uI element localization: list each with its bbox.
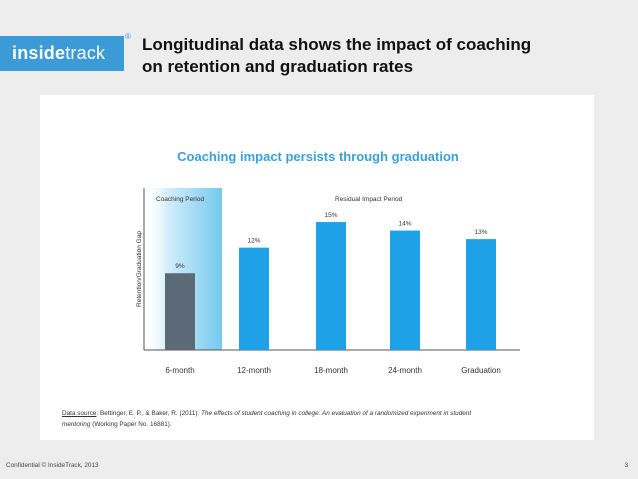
source-label: Data source <box>62 410 97 417</box>
value-label-18-month: 15% <box>324 212 337 219</box>
slide-title: Longitudinal data shows the impact of co… <box>142 34 622 78</box>
bar-6-month <box>165 273 195 350</box>
bar-12-month <box>239 247 269 350</box>
x-tick-24-month: 24-month <box>388 366 422 375</box>
value-label-12-month: 12% <box>247 238 260 245</box>
slide-title-line2: on retention and graduation rates <box>142 57 414 76</box>
bar-graduation <box>466 239 496 350</box>
chart-panel: Coaching impact persists through graduat… <box>40 95 594 440</box>
source-authors: : Bettinger, E. P., & Baker, R. (2011). <box>96 410 202 417</box>
bar-24-month <box>390 230 420 350</box>
x-tick-18-month: 18-month <box>314 366 348 375</box>
bar-18-month <box>316 222 346 350</box>
data-source-note: Data source: Bettinger, E. P., & Baker, … <box>62 408 482 430</box>
y-axis-label: Retention/Graduation Gap <box>136 231 143 307</box>
footer-confidential: Confidential © InsideTrack, 2013 <box>6 462 99 469</box>
logo-text-accent: track <box>65 43 106 63</box>
x-tick-6-month: 6-month <box>165 366 194 375</box>
source-title: The effects of student coaching in colle… <box>62 410 472 428</box>
x-tick-graduation: Graduation <box>461 366 501 375</box>
slide-title-line1: Longitudinal data shows the impact of co… <box>142 35 532 54</box>
residual-impact-label: Residual Impact Period <box>335 196 403 203</box>
registered-mark: ® <box>125 32 131 41</box>
value-label-24-month: 14% <box>398 221 411 228</box>
bar-chart: Coaching impact persists through graduat… <box>136 149 520 375</box>
coaching-period-label: Coaching Period <box>156 196 204 203</box>
x-tick-12-month: 12-month <box>237 366 271 375</box>
logo-text-main: inside <box>12 43 66 63</box>
source-suffix: (Working Paper No. 16881). <box>90 421 172 428</box>
page-number: 3 <box>624 462 628 469</box>
value-label-graduation: 13% <box>474 229 487 236</box>
chart-title: Coaching impact persists through graduat… <box>177 149 459 164</box>
value-label-6-month: 9% <box>175 263 185 270</box>
insidetrack-logo: insidetrack <box>0 36 124 71</box>
